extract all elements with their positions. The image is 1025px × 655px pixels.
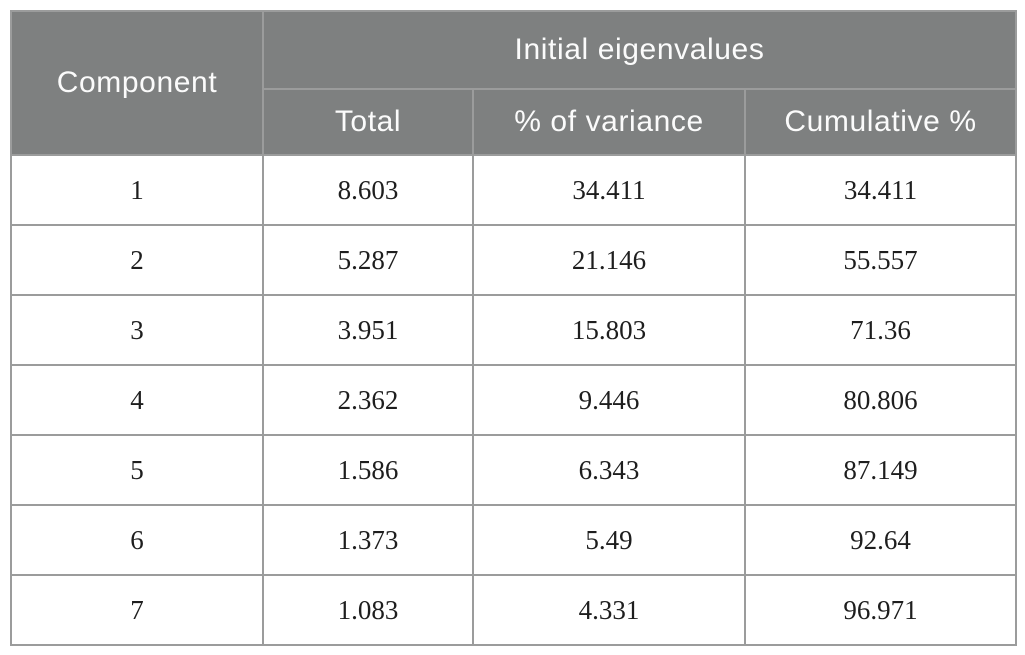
cell-pct-of-variance: 34.411 xyxy=(472,154,746,226)
table-row: 2 5.287 21.146 55.557 xyxy=(10,224,1017,296)
cell-pct-of-variance: 15.803 xyxy=(472,294,746,366)
cell-pct-of-variance: 21.146 xyxy=(472,224,746,296)
table-header: Component Initial eigenvalues Total % of… xyxy=(10,10,1017,156)
table-row: 4 2.362 9.446 80.806 xyxy=(10,364,1017,436)
cell-cumulative-pct: 92.64 xyxy=(744,504,1017,576)
cell-component: 2 xyxy=(10,224,264,296)
cell-total: 1.083 xyxy=(262,574,474,646)
cell-total: 5.287 xyxy=(262,224,474,296)
header-row-group: Component Initial eigenvalues xyxy=(10,10,1017,156)
table-row: 7 1.083 4.331 96.971 xyxy=(10,574,1017,646)
header-total: Total xyxy=(262,88,474,156)
cell-pct-of-variance: 4.331 xyxy=(472,574,746,646)
cell-total: 8.603 xyxy=(262,154,474,226)
cell-component: 1 xyxy=(10,154,264,226)
cell-cumulative-pct: 71.36 xyxy=(744,294,1017,366)
header-component: Component xyxy=(10,10,264,156)
cell-cumulative-pct: 87.149 xyxy=(744,434,1017,506)
cell-pct-of-variance: 5.49 xyxy=(472,504,746,576)
cell-component: 3 xyxy=(10,294,264,366)
cell-component: 7 xyxy=(10,574,264,646)
header-row-subcolumns: Total % of variance Cumulative % xyxy=(11,88,1017,156)
cell-cumulative-pct: 55.557 xyxy=(744,224,1017,296)
table-body: 1 8.603 34.411 34.411 2 5.287 21.146 55.… xyxy=(10,154,1017,646)
eigenvalues-table: Component Initial eigenvalues Total % of… xyxy=(10,10,1017,646)
cell-component: 4 xyxy=(10,364,264,436)
header-cumulative-pct: Cumulative % xyxy=(744,88,1017,156)
cell-total: 1.373 xyxy=(262,504,474,576)
cell-total: 1.586 xyxy=(262,434,474,506)
cell-pct-of-variance: 6.343 xyxy=(472,434,746,506)
cell-total: 2.362 xyxy=(262,364,474,436)
header-group-initial-eigenvalues: Initial eigenvalues xyxy=(262,10,1017,90)
table-row: 1 8.603 34.411 34.411 xyxy=(10,154,1017,226)
cell-cumulative-pct: 80.806 xyxy=(744,364,1017,436)
table-row: 6 1.373 5.49 92.64 xyxy=(10,504,1017,576)
cell-component: 6 xyxy=(10,504,264,576)
table-row: 5 1.586 6.343 87.149 xyxy=(10,434,1017,506)
header-pct-of-variance: % of variance xyxy=(472,88,746,156)
cell-cumulative-pct: 34.411 xyxy=(744,154,1017,226)
cell-cumulative-pct: 96.971 xyxy=(744,574,1017,646)
table-row: 3 3.951 15.803 71.36 xyxy=(10,294,1017,366)
cell-total: 3.951 xyxy=(262,294,474,366)
cell-pct-of-variance: 9.446 xyxy=(472,364,746,436)
cell-component: 5 xyxy=(10,434,264,506)
